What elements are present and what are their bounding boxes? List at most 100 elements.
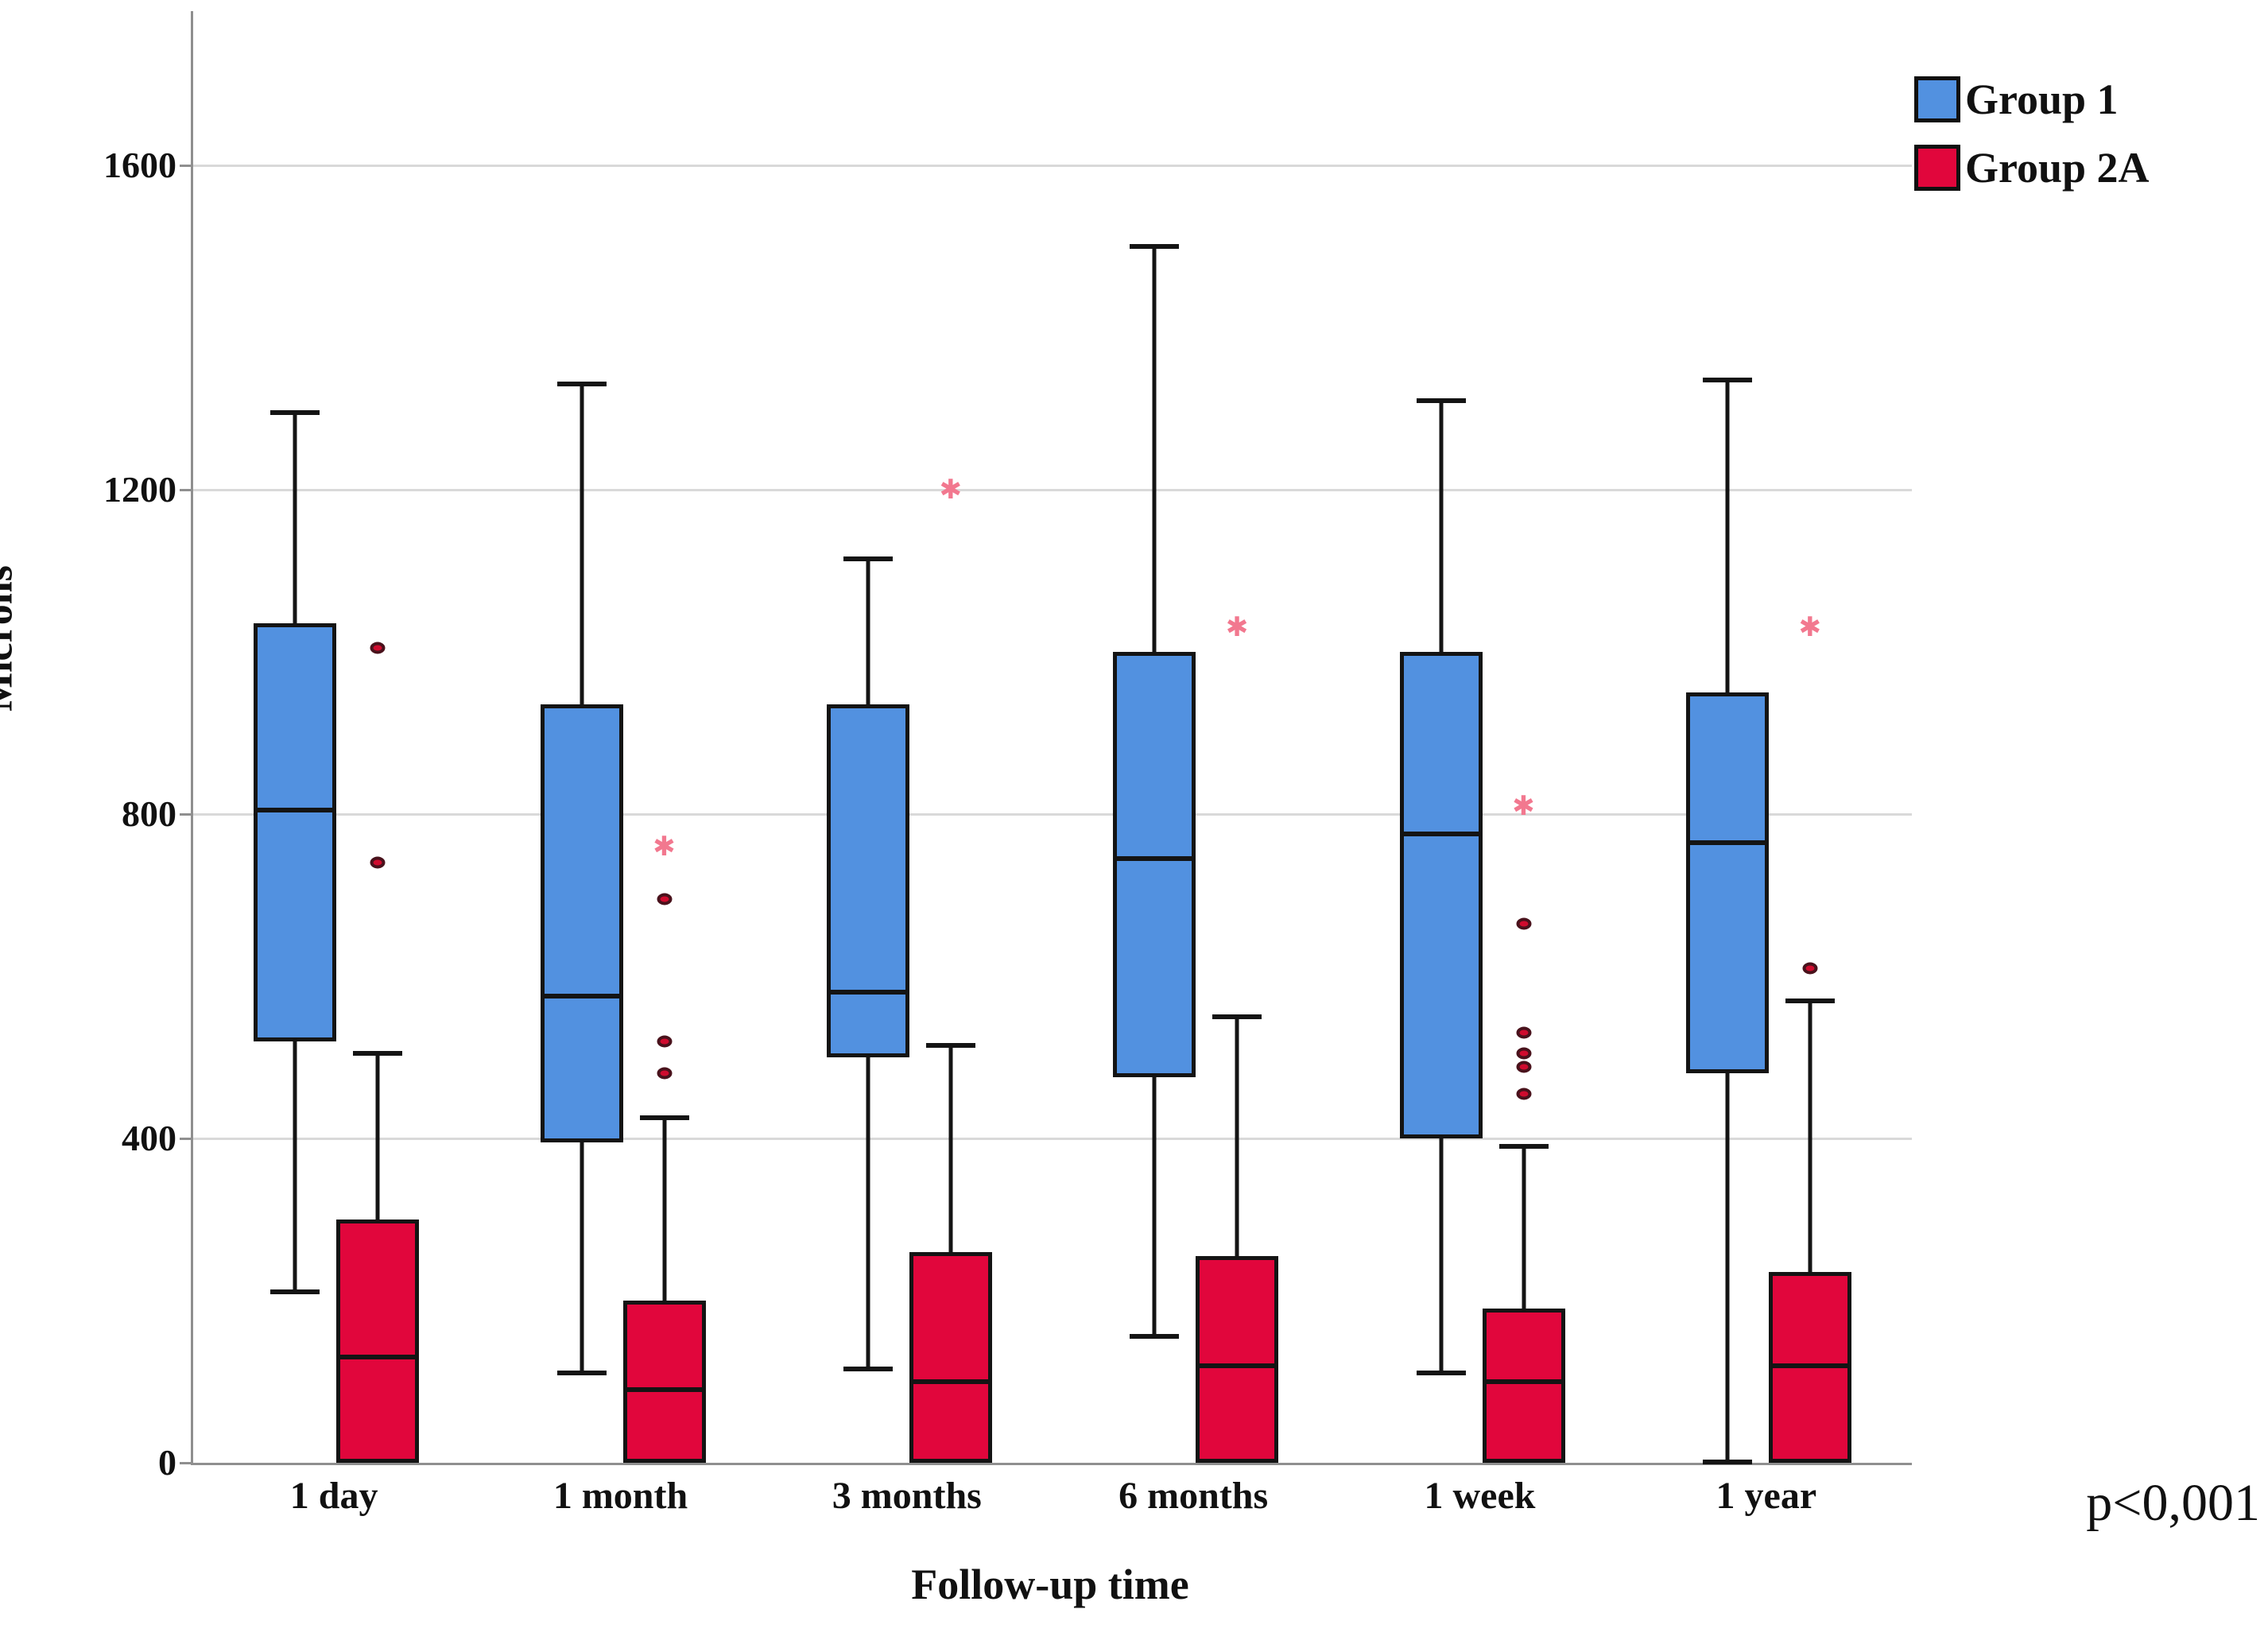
median-line xyxy=(909,1379,992,1384)
median-line xyxy=(540,994,623,999)
upper-whisker xyxy=(866,558,870,705)
outlier-dot xyxy=(1516,1047,1531,1060)
upper-whisker-cap xyxy=(639,1115,689,1121)
upper-whisker xyxy=(1152,246,1157,652)
boxplot-box xyxy=(254,623,337,1041)
upper-whisker-cap xyxy=(1498,1144,1549,1150)
legend-label-group1: Group 1 xyxy=(1965,76,2119,123)
y-tick-label: 1200 xyxy=(103,468,176,510)
group1-color-swatch xyxy=(1914,76,1960,122)
y-tick-mark xyxy=(180,1137,191,1140)
lower-whisker-cap xyxy=(1130,1333,1180,1339)
upper-whisker xyxy=(662,1118,666,1301)
x-tick-label: 1 month xyxy=(552,1475,688,1517)
median-line xyxy=(1768,1363,1851,1368)
upper-whisker xyxy=(1808,1000,1812,1273)
lower-whisker xyxy=(580,1142,583,1374)
y-tick-label: 1600 xyxy=(103,144,176,185)
upper-whisker xyxy=(580,384,583,705)
lower-whisker xyxy=(1439,1138,1443,1374)
median-line xyxy=(622,1387,706,1393)
outlier-dot xyxy=(370,642,386,654)
upper-whisker-cap xyxy=(843,556,893,561)
boxplot-box xyxy=(336,1219,420,1463)
lower-whisker xyxy=(1725,1073,1730,1463)
boxplot-box xyxy=(1685,692,1769,1074)
y-tick-mark xyxy=(180,1462,191,1464)
outlier-dot xyxy=(1516,917,1531,930)
y-gridline xyxy=(193,488,1912,491)
lower-whisker-cap xyxy=(556,1370,607,1375)
lower-whisker xyxy=(866,1057,870,1370)
lower-whisker-cap xyxy=(270,1289,320,1294)
y-axis-title: Microns xyxy=(0,565,21,712)
median-line xyxy=(1685,840,1769,845)
lower-whisker xyxy=(293,1041,297,1293)
upper-whisker xyxy=(1522,1146,1526,1309)
y-gridline xyxy=(193,812,1912,816)
upper-whisker xyxy=(1235,1016,1239,1256)
y-tick-label: 800 xyxy=(122,793,176,834)
boxplot-box xyxy=(909,1251,992,1463)
x-tick-label: 3 months xyxy=(832,1475,982,1517)
lower-whisker-cap xyxy=(1702,1460,1752,1464)
lower-whisker-cap xyxy=(843,1366,893,1371)
y-tick-mark xyxy=(180,488,191,491)
upper-whisker-cap xyxy=(1416,397,1466,403)
group2a-color-swatch xyxy=(1914,145,1960,191)
outlier-star-extreme: ✱ xyxy=(1225,611,1249,644)
upper-whisker xyxy=(1725,380,1730,692)
upper-whisker-cap xyxy=(1702,378,1752,383)
x-axis-title: Follow-up time xyxy=(911,1561,1189,1608)
outlier-star-extreme: ✱ xyxy=(1512,789,1535,822)
upper-whisker-cap xyxy=(353,1050,403,1056)
boxplot-box xyxy=(1113,651,1196,1078)
outlier-dot xyxy=(1516,1026,1531,1039)
lower-whisker xyxy=(1152,1077,1157,1337)
legend-item-group1: Group 1 xyxy=(1914,76,2150,122)
upper-whisker-cap xyxy=(925,1042,975,1048)
x-tick-label: 6 months xyxy=(1118,1475,1269,1517)
x-tick-label: 1 week xyxy=(1424,1475,1536,1517)
median-line xyxy=(336,1355,420,1360)
outlier-dot xyxy=(657,1035,672,1048)
upper-whisker-cap xyxy=(1785,998,1835,1003)
outlier-dot xyxy=(1802,962,1818,975)
median-line xyxy=(254,807,337,812)
median-line xyxy=(1196,1363,1279,1368)
lower-whisker-cap xyxy=(1416,1370,1466,1375)
legend-label-group2a: Group 2A xyxy=(1965,144,2150,192)
upper-whisker xyxy=(293,412,297,624)
outlier-star-extreme: ✱ xyxy=(1798,611,1822,644)
median-line xyxy=(1113,856,1196,862)
upper-whisker-cap xyxy=(556,382,607,387)
y-tick-mark xyxy=(180,812,191,816)
upper-whisker xyxy=(375,1053,380,1220)
boxplot-box xyxy=(1196,1255,1279,1463)
boxplot-box xyxy=(1399,651,1483,1138)
y-tick-label: 400 xyxy=(122,1117,176,1158)
outlier-dot xyxy=(1516,1061,1531,1073)
plot-area: ✱ ✱ ✱ ✱ ✱ xyxy=(191,11,1912,1465)
outlier-star-extreme: ✱ xyxy=(653,830,676,863)
outlier-dot xyxy=(657,1067,672,1080)
outlier-dot xyxy=(657,893,672,905)
median-line xyxy=(826,990,909,995)
boxplot-box xyxy=(826,704,909,1057)
y-gridline xyxy=(193,1137,1912,1140)
p-value-annotation: p<0,001 xyxy=(2086,1474,2260,1532)
upper-whisker-cap xyxy=(1212,1014,1262,1019)
outlier-dot xyxy=(370,856,386,869)
upper-whisker-cap xyxy=(1130,243,1180,249)
upper-whisker xyxy=(948,1045,953,1252)
y-gridline xyxy=(193,164,1912,167)
median-line xyxy=(1482,1379,1565,1384)
legend: Group 1 Group 2A xyxy=(1914,76,2150,213)
median-line xyxy=(1399,832,1483,837)
y-tick-label: 0 xyxy=(158,1442,176,1483)
boxplot-box xyxy=(540,704,623,1143)
y-tick-mark xyxy=(180,164,191,167)
outlier-dot xyxy=(1516,1088,1531,1100)
boxplot-box xyxy=(1482,1309,1565,1463)
